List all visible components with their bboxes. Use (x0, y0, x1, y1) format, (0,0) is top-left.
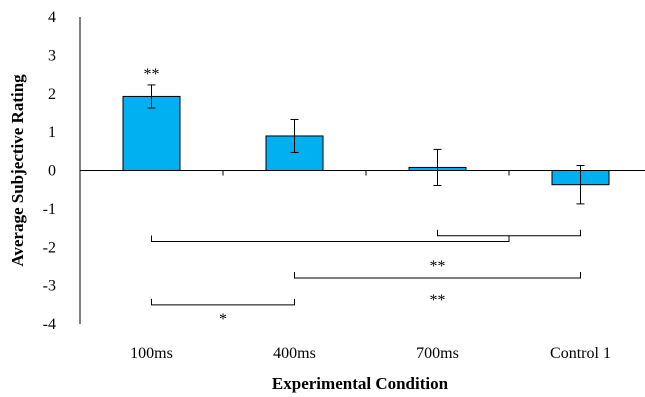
significance-bracket-label: * (219, 311, 227, 328)
significance-bracket (151, 235, 510, 242)
y-axis-title: Average Subjective Rating (8, 74, 27, 267)
y-tick-label: -4 (43, 316, 56, 333)
y-tick-label: 3 (48, 47, 56, 64)
x-tick-label: 700ms (416, 345, 459, 362)
x-tick-label: 400ms (273, 345, 316, 362)
significance-bracket-label: ** (430, 258, 446, 275)
x-tick-label: Control 1 (550, 345, 611, 362)
x-axis-tick-marks (222, 170, 510, 176)
significance-brackets: ***** (151, 229, 581, 328)
x-axis-title: Experimental Condition (272, 374, 449, 393)
y-axis-ticks: 4 3 2 1 0 -1 -2 -3 -4 (43, 9, 56, 333)
x-tick-label: 100ms (130, 345, 173, 362)
x-axis-tick-labels: 100ms 400ms 700ms Control 1 (130, 345, 611, 362)
bar-annotations: ** (144, 66, 160, 83)
y-tick-label: 4 (48, 9, 56, 26)
significance-bracket (294, 271, 581, 279)
y-tick-label: -2 (43, 239, 56, 256)
significance-bracket-label: ** (430, 292, 446, 309)
y-tick-label: 1 (48, 124, 56, 141)
y-tick-label: -1 (43, 201, 56, 218)
error-bars (147, 84, 585, 205)
bar-significance-label: ** (144, 66, 160, 83)
y-tick-label: 2 (48, 86, 56, 103)
y-tick-label: 0 (48, 163, 56, 180)
bar-400ms (265, 135, 324, 171)
significance-bracket (151, 298, 295, 306)
bar-100ms (122, 95, 181, 171)
significance-bracket (437, 229, 581, 237)
y-tick-label: -3 (43, 278, 56, 295)
